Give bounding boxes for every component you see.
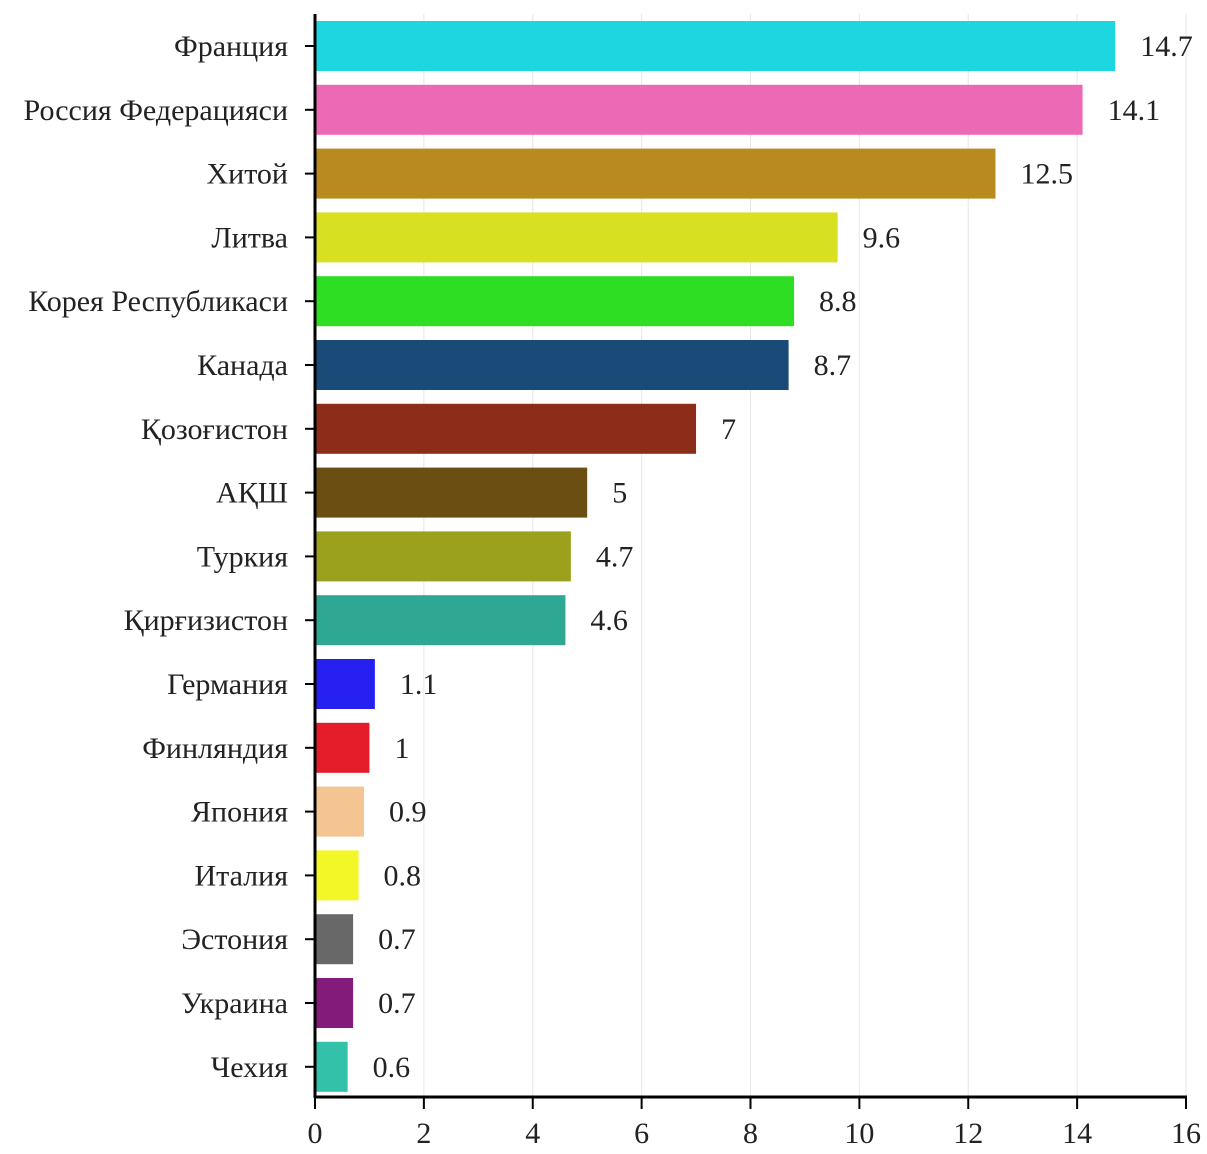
bar-5 — [315, 340, 789, 390]
category-label: Қозоғистон — [141, 413, 288, 446]
bar-14 — [315, 914, 354, 965]
value-label: 0.7 — [378, 987, 416, 1020]
bars — [315, 21, 1116, 1092]
category-labels: Франция Россия Федерацияси Хитой Литва Корея… — [24, 30, 289, 1084]
value-label: 7 — [721, 413, 736, 446]
bar-11 — [315, 722, 370, 773]
category-label: Италия — [194, 859, 288, 892]
value-label: 1 — [394, 732, 409, 765]
bar-4 — [315, 276, 795, 327]
x-axis-ticks: 0 2 4 6 8 10 12 14 16 — [308, 1097, 1201, 1150]
category-label: Украина — [181, 987, 288, 1020]
x-tick-label: 14 — [1062, 1117, 1092, 1150]
value-label: 5 — [612, 477, 627, 510]
bar-10 — [315, 659, 375, 709]
value-label: 0.8 — [384, 859, 422, 892]
category-label: Литва — [211, 221, 288, 254]
value-label: 8.7 — [814, 349, 852, 382]
bar-7 — [315, 467, 588, 518]
category-label: Туркия — [197, 540, 288, 573]
category-label: АҚШ — [216, 477, 288, 510]
x-tick-label: 4 — [525, 1117, 540, 1150]
category-label: Қирғизистон — [124, 604, 288, 637]
x-tick-label: 2 — [416, 1117, 431, 1150]
category-label: Чехия — [211, 1051, 288, 1084]
x-tick-label: 10 — [844, 1117, 874, 1150]
value-label: 8.8 — [819, 285, 857, 318]
value-label: 14.7 — [1140, 30, 1193, 63]
category-label: Корея Республикаси — [28, 285, 288, 318]
bar-16 — [315, 1041, 348, 1092]
x-tick-label: 16 — [1171, 1117, 1201, 1150]
category-label: Хитой — [207, 158, 289, 191]
bar-2 — [315, 148, 996, 199]
value-label: 0.7 — [378, 923, 416, 956]
x-tick-label: 6 — [634, 1117, 649, 1150]
category-label: Россия Федерацияси — [24, 94, 288, 127]
category-label: Япония — [191, 796, 288, 829]
x-tick-label: 0 — [308, 1117, 323, 1150]
value-label: 4.7 — [596, 540, 634, 573]
category-label: Эстония — [181, 923, 288, 956]
x-tick-label: 8 — [743, 1117, 758, 1150]
bar-6 — [315, 403, 697, 454]
bar-12 — [315, 786, 364, 837]
category-label: Канада — [197, 349, 288, 382]
category-label: Германия — [167, 668, 288, 701]
category-label: Франция — [174, 30, 288, 63]
bar-1 — [315, 84, 1083, 135]
x-tick-label: 12 — [953, 1117, 983, 1150]
bar-0 — [315, 21, 1116, 71]
value-label: 12.5 — [1020, 158, 1073, 191]
bar-8 — [315, 531, 571, 582]
value-label: 14.1 — [1108, 94, 1161, 127]
category-label: Финляндия — [142, 732, 288, 765]
bar-9 — [315, 595, 566, 646]
value-label: 9.6 — [863, 221, 901, 254]
bar-3 — [315, 212, 838, 263]
value-label: 0.6 — [373, 1051, 411, 1084]
value-label: 4.6 — [590, 604, 628, 637]
value-label: 0.9 — [389, 796, 427, 829]
value-labels: 14.7 14.1 12.5 9.68.8 8.7 7 5 4.7 4.6 1.1 1 0.9 0.8 0… — [373, 30, 1193, 1084]
value-label: 1.1 — [400, 668, 438, 701]
bar-13 — [315, 850, 359, 901]
bar-15 — [315, 978, 354, 1028]
